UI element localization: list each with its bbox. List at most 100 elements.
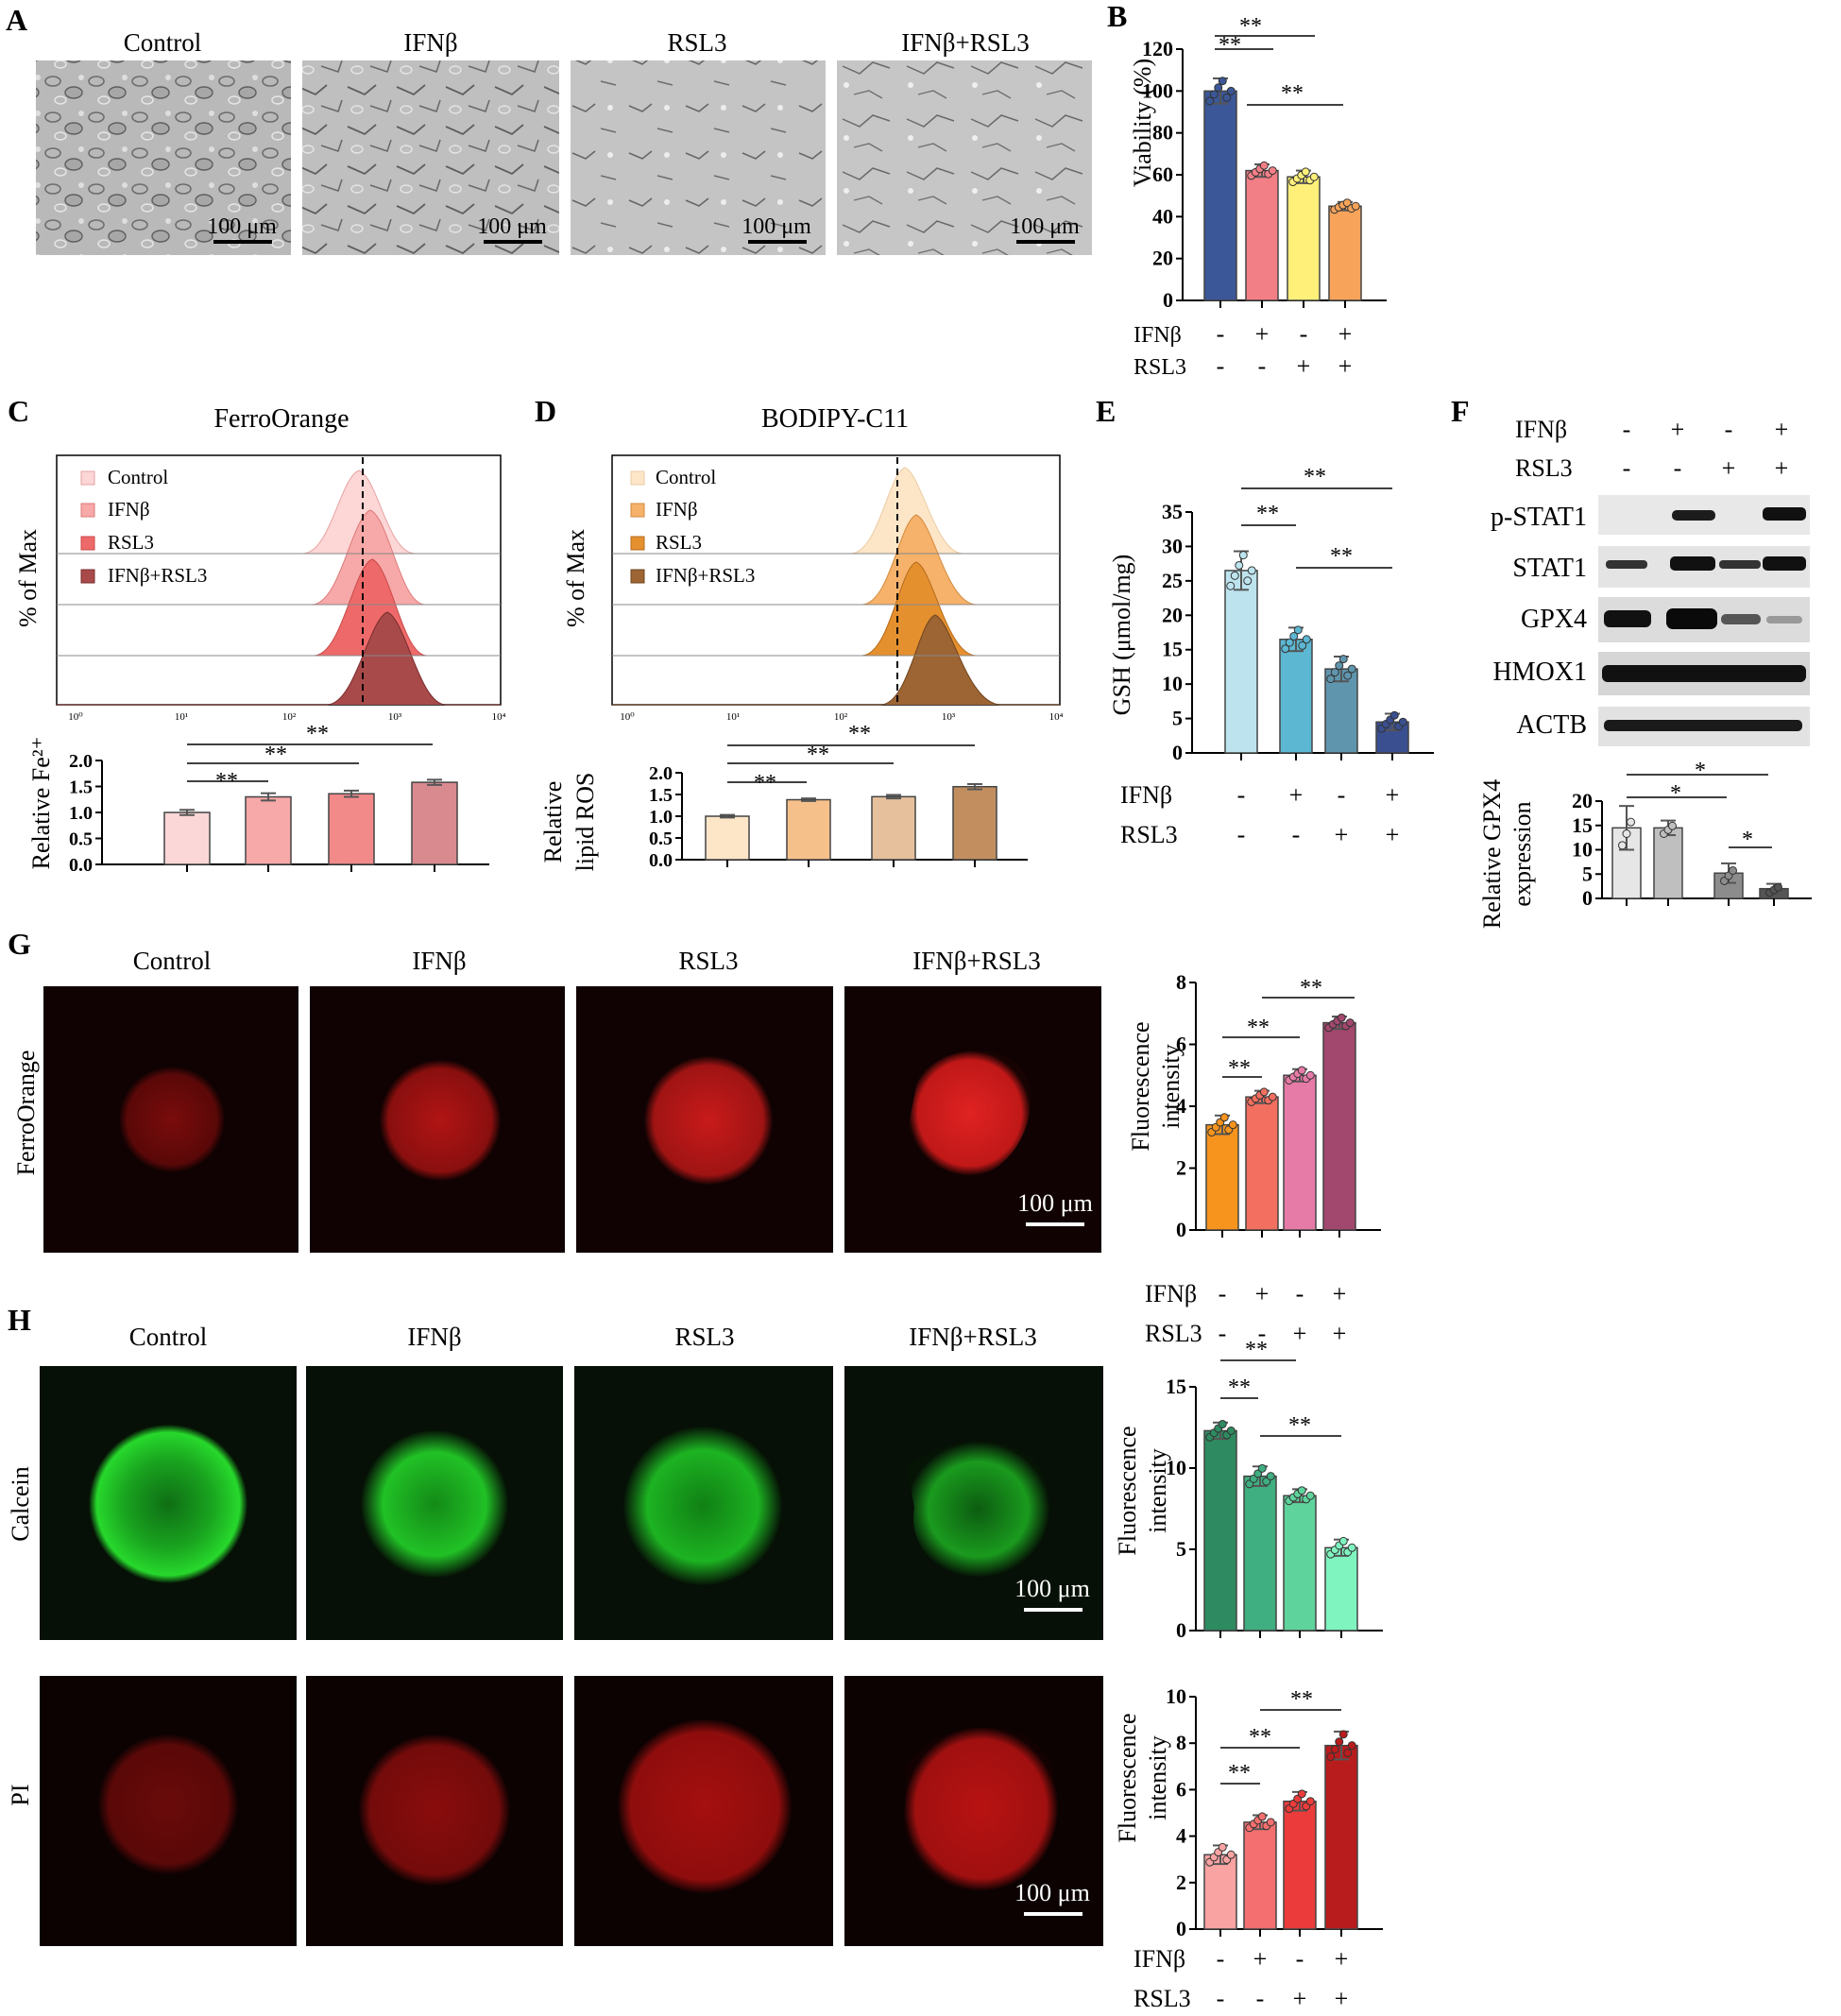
y-tick-label: 0 (1176, 1917, 1186, 1940)
histogram-curve-control (612, 467, 1060, 555)
data-point (1297, 1066, 1306, 1075)
bar (1324, 1744, 1358, 1930)
panel-d-letter: D (535, 394, 556, 428)
spheroid (98, 1734, 238, 1874)
y-tick-label: 4 (1176, 1824, 1186, 1848)
panel-c-ylabel: % of Max (14, 529, 42, 627)
data-point (1238, 551, 1248, 560)
data-point (1326, 675, 1336, 684)
data-point (1347, 1543, 1356, 1552)
plus-sign: + (1338, 320, 1353, 348)
y-tick-label: 4 (1176, 1094, 1186, 1118)
x-tick-label: 10² (282, 711, 297, 723)
data-point (1305, 1070, 1315, 1080)
panel-a-scalebars: 100 μm 100 μm 100 μm 100 μm (207, 214, 1080, 244)
y-tick-label: 0 (1582, 886, 1593, 910)
panel-e-sig: ** ** ** (1241, 465, 1392, 569)
histogram-curve-ifnb (612, 514, 1060, 606)
histogram-curve-ifnb (57, 509, 501, 606)
data-point (1622, 829, 1631, 839)
data-point (1257, 1812, 1267, 1821)
blot-band (1670, 556, 1715, 571)
data-point (1259, 161, 1269, 170)
y-tick-label: 2 (1176, 1871, 1186, 1894)
bar (1245, 169, 1279, 301)
treat-label-ifnb: IFNβ (1145, 1280, 1197, 1307)
y-tick-label: 0 (1163, 288, 1173, 312)
blot-band (1763, 556, 1806, 571)
plus-sign: + (1293, 1985, 1307, 2012)
panel-g-row-label: FerroOrange (12, 1051, 40, 1176)
blot-band (1604, 720, 1802, 731)
data-point (1342, 198, 1352, 208)
panel-g-title-rsl3: RSL3 (678, 947, 738, 975)
y-tick-label: 5 (1172, 707, 1183, 730)
bar (952, 785, 997, 861)
treat-label-rsl3: RSL3 (1134, 1985, 1191, 2012)
sig-label: ** (264, 743, 287, 767)
y-tick-label: 0.5 (649, 829, 673, 849)
data-point (1330, 1745, 1339, 1754)
panel-h-treatments: IFNβ RSL3 (1134, 1945, 1191, 2012)
spheroid (380, 1060, 501, 1181)
y-tick-label: 30 (1162, 534, 1183, 557)
bar (786, 798, 831, 861)
legend-label-control: Control (656, 466, 716, 488)
bar (1203, 1429, 1237, 1632)
y-tick-label: 0.5 (69, 829, 93, 850)
data-point (1338, 655, 1348, 664)
minus-sign: - (1296, 1945, 1304, 1973)
panel-f-bar-ylabel-line1: Relative GPX4 (1478, 779, 1506, 929)
minus-sign: - (1292, 821, 1301, 848)
panel-b-chart: 0 20 40 60 80 100 120 (1142, 37, 1387, 312)
data-point (1343, 671, 1353, 680)
treat-label-ifnb: IFNβ (1120, 781, 1172, 809)
data-point (1335, 1737, 1344, 1747)
y-tick-label: 0 (1176, 1618, 1186, 1642)
blot-label-actb: ACTB (1516, 710, 1587, 740)
x-tick-label: 10³ (942, 711, 956, 723)
legend-swatch-combo (630, 569, 645, 584)
data-point (1219, 1113, 1229, 1122)
blot-label-hmox1: HMOX1 (1492, 658, 1587, 687)
legend-swatch-control (630, 470, 645, 486)
y-tick-label: 60 (1152, 162, 1173, 186)
data-point (1351, 201, 1360, 211)
plus-sign: + (1333, 1320, 1347, 1347)
y-tick-label: 1.5 (649, 785, 673, 806)
panel-a-titles: Control IFNβ RSL3 IFNβ+RSL3 (124, 28, 1030, 57)
panel-h-row-label-calcein: Calcein (7, 1466, 34, 1541)
data-point (1214, 83, 1223, 93)
scale-bar-label: 100 μm (1010, 214, 1080, 239)
plus-sign: + (1386, 781, 1400, 809)
y-tick-label: 10 (1572, 838, 1593, 862)
panel-a-title-combo: IFNβ+RSL3 (901, 28, 1030, 57)
treat-label-rsl3: RSL3 (1120, 821, 1178, 848)
y-tick-label: 0 (1176, 1218, 1186, 1241)
panel-h-title-control: Control (129, 1323, 208, 1351)
minus-sign: - (1217, 1945, 1225, 1973)
data-point (1774, 882, 1782, 892)
sig-label: ** (1288, 1413, 1311, 1438)
data-point (1266, 1818, 1275, 1827)
histogram-legend: Control IFNβ RSL3 IFNβ+RSL3 (630, 466, 755, 587)
histogram-xticks: 10⁰ 10¹ 10² 10³ 10⁴ (620, 711, 1063, 723)
spheroid (903, 1727, 1059, 1891)
panel-e-treatment-signs: - + - + - - + + (1237, 781, 1400, 848)
legend-label-control: Control (108, 466, 168, 488)
spheroid (119, 1067, 225, 1172)
minus-sign: - (1623, 454, 1631, 482)
blot-band (1606, 560, 1647, 569)
panel-b-sig: ** ** ** (1215, 14, 1343, 106)
sig-label: ** (1228, 1056, 1251, 1081)
panel-a-image-ifnb (302, 60, 559, 255)
data-point (1347, 664, 1356, 674)
minus-sign: - (1674, 454, 1682, 482)
panel-h-treatment-signs: - + - +- - + + (1217, 1945, 1349, 2012)
legend-swatch-rsl3 (80, 536, 95, 551)
minus-sign: - (1237, 821, 1246, 848)
panel-g-titles: Control IFNβ RSL3 IFNβ+RSL3 (133, 947, 1041, 975)
panel-f-sig: * * * (1627, 759, 1772, 852)
panel-a-image-rsl3 (571, 60, 826, 255)
